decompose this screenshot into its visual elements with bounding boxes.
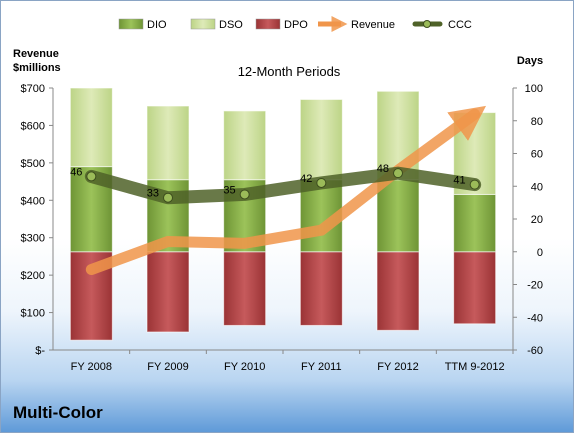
- right-tick-label: 20: [531, 214, 543, 226]
- left-tick-label: $200: [21, 270, 45, 282]
- left-axis-label-line1: Revenue: [13, 48, 59, 60]
- bar-dso: [223, 110, 267, 181]
- ccc-data-label: 41: [453, 175, 465, 187]
- right-tick-label: -60: [527, 345, 543, 357]
- ccc-point: [393, 168, 403, 179]
- bar-dpo: [376, 251, 420, 331]
- bar-dio: [376, 179, 420, 253]
- legend: DIO DSO DPO Revenue CCC: [118, 15, 472, 33]
- left-tick-label: $400: [21, 195, 45, 207]
- left-tick-label: $300: [21, 233, 45, 245]
- legend-swatch-dpo: [255, 18, 281, 30]
- legend-label-dpo: DPO: [284, 19, 308, 31]
- right-axis-label: Days: [517, 55, 543, 67]
- x-tick-label: TTM 9-2012: [445, 361, 505, 373]
- legend-swatch-dso: [190, 18, 216, 30]
- data-labels: 46 33 35 42 48 41: [70, 163, 466, 200]
- bars: [69, 87, 497, 341]
- right-tick-label: -20: [527, 280, 543, 292]
- legend-label-ccc: CCC: [448, 19, 472, 31]
- bar-dpo: [453, 251, 497, 325]
- right-tick-label: 80: [531, 116, 543, 128]
- bar-dso: [299, 98, 343, 181]
- x-tick-label: FY 2010: [224, 361, 265, 373]
- left-axis-label-line2: $millions: [13, 62, 61, 74]
- legend-swatch-dio: [118, 18, 144, 30]
- right-tick-label: 0: [537, 247, 543, 259]
- legend-label-dio: DIO: [147, 19, 167, 31]
- x-tick-label: FY 2009: [147, 361, 188, 373]
- ccc-point: [163, 192, 173, 203]
- ccc-point: [239, 189, 250, 200]
- x-tick-label: FY 2008: [71, 361, 112, 373]
- ccc-data-label: 42: [300, 173, 312, 185]
- ccc-line: [84, 166, 482, 205]
- x-tick-label: FY 2012: [377, 361, 418, 373]
- bar-dpo: [223, 251, 267, 326]
- left-tick-label: $-: [35, 345, 45, 357]
- ccc-point: [86, 171, 97, 182]
- left-tick-label: $100: [21, 308, 45, 320]
- x-tick-label: FY 2011: [301, 361, 342, 373]
- bar-dpo: [146, 251, 190, 333]
- legend-label-dso: DSO: [219, 19, 243, 31]
- ccc-data-label: 46: [70, 166, 82, 178]
- bar-dso: [69, 87, 113, 168]
- legend-marker-ccc: [423, 20, 431, 28]
- ccc-point: [469, 179, 480, 190]
- chart-title: 12-Month Periods: [238, 64, 341, 79]
- lines: [84, 105, 487, 276]
- company-name: Multi-Color: [13, 403, 103, 422]
- bar-dpo: [299, 251, 343, 326]
- ccc-data-label: 33: [147, 188, 159, 200]
- right-tick-label: 40: [531, 181, 543, 193]
- left-tick-label: $500: [21, 158, 45, 170]
- right-tick-label: -40: [527, 312, 543, 324]
- left-tick-label: $600: [21, 120, 45, 132]
- revenue-line: [85, 105, 487, 276]
- left-tick-label: $700: [21, 83, 45, 95]
- bar-dso: [146, 105, 190, 181]
- right-tick-label: 100: [525, 83, 543, 95]
- legend-label-revenue: Revenue: [351, 19, 395, 31]
- bar-dio: [453, 193, 497, 253]
- right-tick-label: 60: [531, 149, 543, 161]
- ccc-data-label: 48: [377, 163, 389, 175]
- axes: $- $100 $200 $300 $400 $500 $600 $700 -60 -40 -20 0…: [21, 83, 543, 373]
- ccc-data-label: 35: [223, 184, 235, 196]
- ccc-point: [316, 177, 327, 188]
